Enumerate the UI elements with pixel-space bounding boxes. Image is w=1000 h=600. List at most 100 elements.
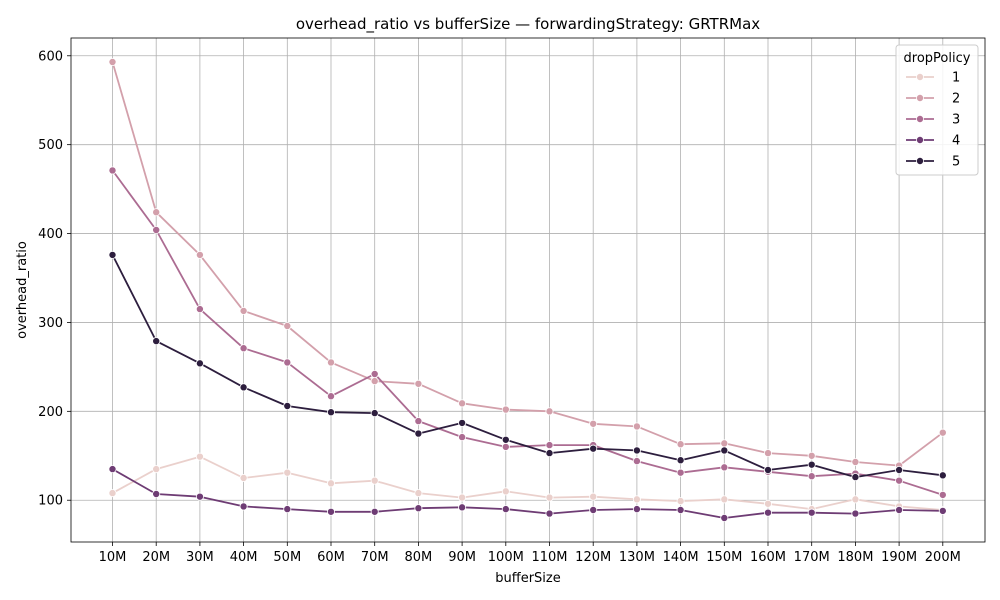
data-point bbox=[851, 509, 860, 518]
data-point bbox=[414, 504, 423, 513]
x-tick-label: 90M bbox=[448, 550, 476, 565]
data-point bbox=[152, 225, 161, 234]
data-point bbox=[545, 407, 554, 416]
data-point bbox=[370, 476, 379, 485]
x-tick-label: 40M bbox=[230, 550, 258, 565]
data-point bbox=[152, 337, 161, 346]
data-point bbox=[720, 463, 729, 472]
y-tick-label: 100 bbox=[38, 494, 63, 509]
data-point bbox=[458, 493, 467, 502]
data-point bbox=[152, 465, 161, 474]
data-point bbox=[807, 460, 816, 469]
data-point bbox=[501, 442, 510, 451]
x-axis-label: bufferSize bbox=[495, 571, 560, 586]
data-point bbox=[632, 422, 641, 431]
data-point bbox=[283, 358, 292, 367]
data-point bbox=[195, 452, 204, 461]
data-point bbox=[108, 465, 117, 474]
series-line bbox=[111, 254, 943, 479]
data-point bbox=[895, 465, 904, 474]
y-tick-label: 600 bbox=[38, 49, 63, 64]
data-point bbox=[458, 433, 467, 442]
data-point bbox=[370, 369, 379, 378]
data-point bbox=[108, 166, 117, 175]
data-point bbox=[764, 465, 773, 474]
legend-title: dropPolicy bbox=[904, 51, 971, 66]
data-point bbox=[195, 305, 204, 314]
data-point bbox=[239, 306, 248, 315]
series-4 bbox=[108, 465, 947, 523]
data-point bbox=[283, 321, 292, 330]
data-point bbox=[676, 440, 685, 449]
data-point bbox=[720, 514, 729, 523]
data-point bbox=[589, 492, 598, 501]
y-axis-label: overhead_ratio bbox=[15, 241, 30, 339]
legend-items: 1 2 3 4 5 bbox=[906, 71, 960, 170]
x-tick-label: 60M bbox=[317, 550, 345, 565]
legend-label: 1 bbox=[952, 71, 960, 86]
data-point bbox=[632, 505, 641, 514]
data-point bbox=[501, 435, 510, 444]
data-point bbox=[676, 497, 685, 506]
data-point bbox=[326, 479, 335, 488]
series-line bbox=[112, 468, 943, 519]
x-tick-label: 80M bbox=[405, 550, 433, 565]
data-point bbox=[764, 449, 773, 458]
data-point bbox=[501, 505, 510, 514]
legend-item-4: 4 bbox=[906, 134, 960, 149]
legend-label: 3 bbox=[952, 113, 960, 128]
x-tick-label: 100M bbox=[488, 550, 524, 565]
data-point bbox=[632, 446, 641, 455]
chart-title: overhead_ratio vs bufferSize — forwardin… bbox=[296, 15, 760, 34]
legend-item-2: 2 bbox=[906, 92, 960, 107]
data-point bbox=[589, 444, 598, 453]
data-point bbox=[195, 492, 204, 501]
legend-marker bbox=[916, 135, 925, 144]
legend-item-5: 5 bbox=[906, 155, 960, 170]
y-axis-ticks: 100 200 300 400 500 600 bbox=[38, 49, 71, 509]
y-tick-label: 200 bbox=[38, 405, 63, 420]
data-point bbox=[676, 456, 685, 465]
x-tick-label: 10M bbox=[99, 550, 127, 565]
data-point bbox=[326, 392, 335, 401]
data-point bbox=[239, 383, 248, 392]
x-tick-label: 50M bbox=[273, 550, 301, 565]
x-tick-label: 150M bbox=[706, 550, 742, 565]
data-point bbox=[195, 250, 204, 259]
x-tick-label: 20M bbox=[142, 550, 170, 565]
legend-label: 4 bbox=[952, 134, 960, 149]
data-point bbox=[807, 472, 816, 481]
series-5 bbox=[108, 250, 947, 482]
legend-marker bbox=[916, 115, 925, 124]
data-point bbox=[370, 507, 379, 516]
data-point bbox=[152, 489, 161, 498]
data-point bbox=[938, 490, 947, 499]
data-point bbox=[764, 499, 773, 508]
data-point bbox=[632, 457, 641, 466]
legend-marker bbox=[916, 94, 925, 103]
data-point bbox=[108, 250, 117, 259]
x-tick-label: 180M bbox=[837, 550, 873, 565]
data-point bbox=[326, 408, 335, 417]
series-line bbox=[111, 61, 944, 467]
data-point bbox=[807, 508, 816, 517]
x-tick-label: 110M bbox=[531, 550, 567, 565]
y-tick-label: 300 bbox=[38, 316, 63, 331]
series-2 bbox=[108, 58, 947, 470]
data-point bbox=[239, 502, 248, 511]
data-point bbox=[152, 208, 161, 217]
x-tick-label: 70M bbox=[361, 550, 389, 565]
data-point bbox=[414, 417, 423, 426]
data-point bbox=[283, 468, 292, 477]
data-point bbox=[414, 429, 423, 438]
legend-item-1: 1 bbox=[906, 71, 960, 86]
data-point bbox=[720, 495, 729, 504]
data-point bbox=[414, 379, 423, 388]
x-tick-label: 160M bbox=[750, 550, 786, 565]
legend-marker bbox=[916, 156, 925, 165]
data-point bbox=[458, 418, 467, 427]
data-point bbox=[545, 509, 554, 518]
data-point bbox=[545, 493, 554, 502]
legend-item-3: 3 bbox=[906, 113, 960, 128]
